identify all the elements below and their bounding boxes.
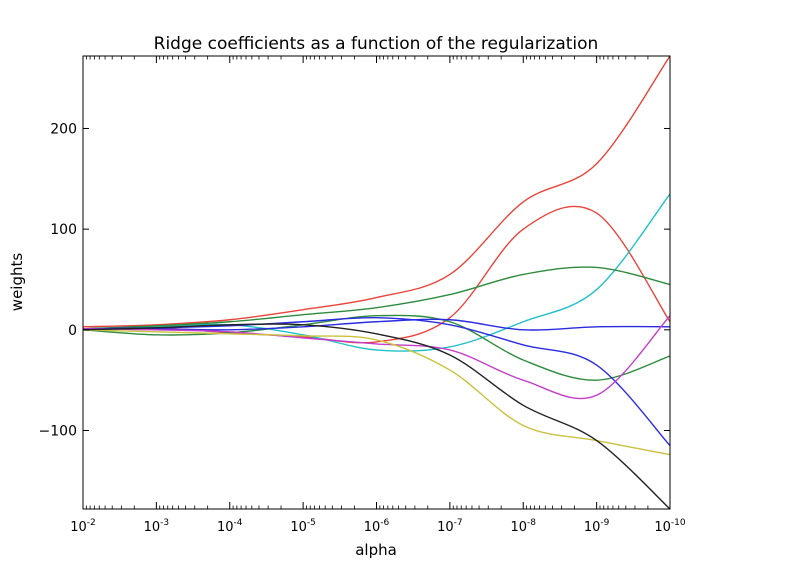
series-line-5 <box>83 314 670 381</box>
series-line-4 <box>83 266 670 330</box>
series-layer <box>83 56 670 509</box>
x-axis: 10-2 10-3 10-4 10-5 10-6 10-7 10-8 10-9 10-10 <box>70 56 686 535</box>
series-line-6 <box>83 318 670 331</box>
x-axis-label: alpha <box>355 541 397 559</box>
series-line-9 <box>83 329 670 456</box>
series-line-1 <box>83 56 670 328</box>
x-tick-label: 10-6 <box>364 518 390 535</box>
x-tick-label: 10-5 <box>290 518 316 535</box>
chart-title: Ridge coefficients as a function of the … <box>154 34 599 54</box>
x-tick-label: 10-10 <box>654 518 686 535</box>
x-tick-label: 10-4 <box>217 518 243 535</box>
x-tick-label: 10-8 <box>510 518 536 535</box>
y-tick-label: 100 <box>50 222 77 238</box>
series-line-10 <box>83 323 670 509</box>
y-tick-label: −100 <box>39 423 77 439</box>
y-tick-label: 200 <box>50 121 77 137</box>
y-axis-label: weights <box>8 253 26 312</box>
x-tick-label: 10-3 <box>144 518 170 535</box>
series-line-3 <box>83 193 670 352</box>
x-tick-label: 10-2 <box>70 518 96 535</box>
x-tick-label: 10-9 <box>584 518 610 535</box>
series-line-8 <box>83 315 670 400</box>
x-tick-label: 10-7 <box>437 518 463 535</box>
y-axis: 200 100 0 −100 <box>39 121 670 439</box>
series-line-7 <box>83 316 670 447</box>
y-tick-label: 0 <box>68 323 77 339</box>
plot-frame <box>82 55 671 510</box>
